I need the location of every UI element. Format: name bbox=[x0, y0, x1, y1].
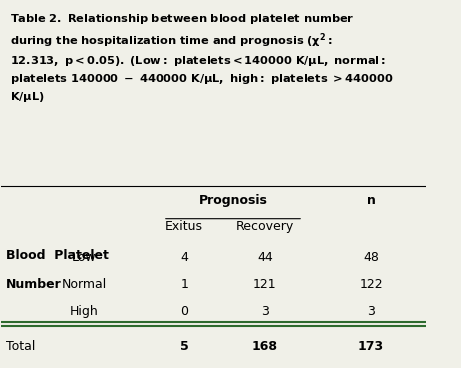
Text: 173: 173 bbox=[358, 340, 384, 353]
Text: n: n bbox=[366, 194, 376, 207]
Text: 5: 5 bbox=[180, 340, 189, 353]
Text: 3: 3 bbox=[367, 305, 375, 318]
Text: Blood  Platelet: Blood Platelet bbox=[6, 249, 108, 262]
Text: Prognosis: Prognosis bbox=[199, 194, 267, 207]
Text: 48: 48 bbox=[363, 251, 379, 263]
Text: 121: 121 bbox=[253, 278, 277, 291]
Text: Low: Low bbox=[72, 251, 96, 263]
Text: Number: Number bbox=[6, 278, 61, 291]
Text: Recovery: Recovery bbox=[236, 219, 294, 233]
Text: 44: 44 bbox=[257, 251, 273, 263]
Text: 1: 1 bbox=[180, 278, 188, 291]
Text: 0: 0 bbox=[180, 305, 188, 318]
Text: High: High bbox=[70, 305, 99, 318]
Text: 168: 168 bbox=[252, 340, 278, 353]
Text: Exitus: Exitus bbox=[165, 219, 203, 233]
Text: 3: 3 bbox=[261, 305, 269, 318]
Text: 4: 4 bbox=[180, 251, 188, 263]
Text: $\bf{Table\ 2.\ Relationship\ between\ blood\ platelet\ number}$
$\bf{during\ th: $\bf{Table\ 2.\ Relationship\ between\ b… bbox=[10, 13, 393, 104]
Text: Normal: Normal bbox=[62, 278, 107, 291]
Text: 122: 122 bbox=[359, 278, 383, 291]
Text: Total: Total bbox=[6, 340, 35, 353]
